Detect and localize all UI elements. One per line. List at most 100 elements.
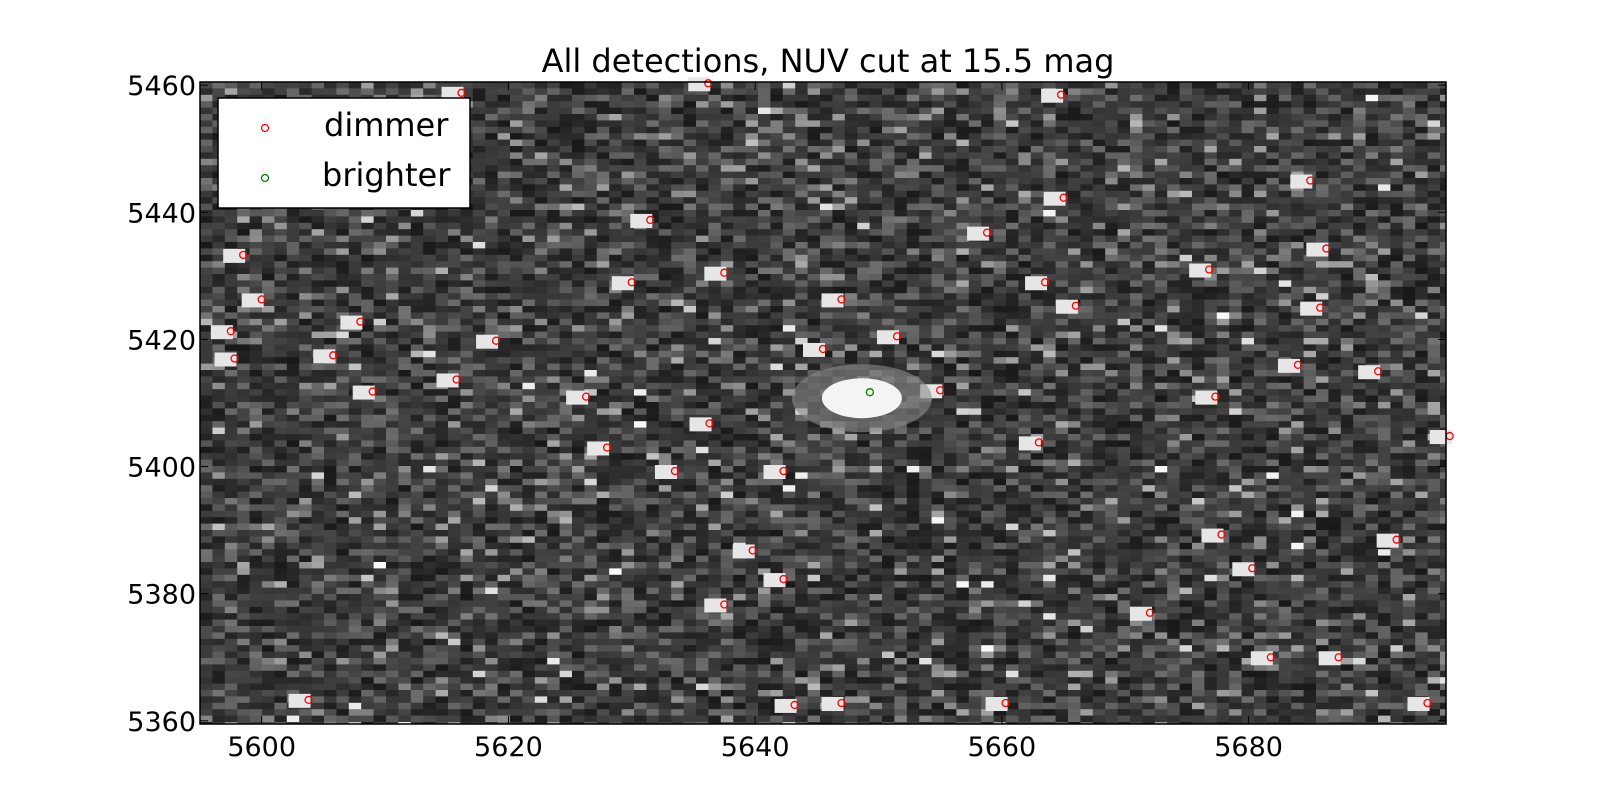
- noise-pixel: [274, 229, 288, 236]
- noise-pixel: [894, 88, 908, 96]
- noise-pixel: [944, 222, 957, 230]
- noise-pixel: [1316, 286, 1329, 294]
- noise-pixel: [361, 370, 374, 377]
- noise-pixel: [981, 178, 994, 185]
- noise-pixel: [646, 203, 660, 211]
- noise-pixel: [782, 286, 796, 294]
- noise-pixel: [1092, 274, 1106, 281]
- noise-pixel: [882, 242, 895, 249]
- noise-pixel: [696, 363, 709, 371]
- noise-pixel: [224, 216, 238, 224]
- noise-pixel: [696, 376, 709, 384]
- noise-pixel: [274, 261, 288, 268]
- noise-pixel: [844, 306, 858, 313]
- noise-pixel: [696, 395, 709, 403]
- noise-pixel: [1018, 376, 1032, 384]
- noise-pixel: [832, 203, 846, 211]
- noise-pixel: [1328, 139, 1342, 147]
- noise-pixel: [572, 274, 585, 281]
- noise-pixel: [324, 216, 337, 224]
- noise-pixel: [1092, 229, 1106, 236]
- noise-pixel: [658, 350, 672, 358]
- noise-pixel: [410, 216, 424, 224]
- noise-pixel: [1353, 357, 1366, 364]
- noise-pixel: [869, 88, 883, 96]
- noise-pixel: [212, 338, 226, 345]
- noise-pixel: [348, 222, 362, 230]
- noise-pixel: [1142, 197, 1156, 204]
- noise-pixel: [1167, 235, 1180, 243]
- noise-pixel: [584, 82, 598, 89]
- noise-pixel: [1092, 101, 1106, 108]
- noise-pixel: [931, 267, 945, 275]
- noise-pixel: [584, 286, 598, 294]
- noise-pixel: [906, 197, 920, 204]
- noise-pixel: [1229, 306, 1242, 313]
- noise-pixel: [844, 171, 858, 179]
- noise-pixel: [869, 306, 883, 313]
- noise-pixel: [944, 235, 957, 243]
- noise-pixel: [1415, 133, 1428, 140]
- noise-pixel: [1204, 293, 1218, 300]
- noise-pixel: [782, 133, 796, 140]
- noise-pixel: [1278, 325, 1292, 332]
- noise-pixel: [547, 389, 560, 396]
- noise-pixel: [1365, 94, 1379, 102]
- noise-pixel: [1030, 126, 1044, 134]
- noise-pixel: [1353, 293, 1366, 300]
- noise-pixel: [1440, 146, 1447, 153]
- noise-pixel: [782, 82, 796, 89]
- noise-pixel: [1018, 350, 1032, 358]
- noise-pixel: [336, 395, 350, 403]
- noise-pixel: [572, 357, 585, 364]
- noise-pixel: [1043, 254, 1056, 262]
- noise-pixel: [882, 312, 895, 320]
- noise-pixel: [745, 299, 759, 307]
- noise-pixel: [435, 242, 449, 249]
- noise-pixel: [646, 139, 660, 147]
- noise-pixel: [696, 318, 709, 326]
- noise-pixel: [1006, 152, 1019, 160]
- noise-pixel: [844, 82, 858, 89]
- noise-pixel: [485, 158, 498, 166]
- noise-pixel: [448, 325, 461, 332]
- noise-pixel: [1130, 107, 1143, 115]
- noise-pixel: [981, 280, 994, 288]
- noise-pixel: [807, 152, 821, 160]
- noise-pixel: [584, 363, 598, 371]
- noise-pixel: [1216, 120, 1230, 128]
- noise-pixel: [286, 274, 300, 281]
- noise-pixel: [1080, 382, 1094, 390]
- noise-pixel: [993, 146, 1007, 153]
- noise-pixel: [559, 133, 573, 140]
- noise-pixel: [658, 306, 672, 313]
- noise-pixel: [1353, 318, 1366, 326]
- noise-pixel: [671, 139, 684, 147]
- noise-pixel: [410, 210, 424, 217]
- noise-pixel: [1006, 280, 1019, 288]
- noise-pixel: [485, 376, 498, 384]
- noise-pixel: [832, 171, 846, 179]
- noise-pixel: [1353, 248, 1366, 256]
- noise-pixel: [683, 395, 697, 403]
- noise-pixel: [658, 139, 672, 147]
- noise-pixel: [658, 280, 672, 288]
- noise-pixel: [968, 139, 982, 147]
- noise-pixel: [894, 242, 908, 249]
- noise-pixel: [708, 306, 722, 313]
- noise-pixel: [1340, 210, 1354, 217]
- noise-pixel: [1316, 344, 1329, 352]
- noise-pixel: [497, 344, 511, 352]
- noise-pixel: [882, 126, 895, 134]
- noise-pixel: [1154, 248, 1168, 256]
- noise-pixel: [1092, 363, 1106, 371]
- noise-pixel: [423, 350, 436, 358]
- noise-pixel: [1340, 376, 1354, 384]
- noise-pixel: [708, 171, 722, 179]
- noise-pixel: [894, 114, 908, 121]
- noise-pixel: [1154, 190, 1168, 198]
- noise-pixel: [832, 165, 846, 172]
- noise-pixel: [634, 82, 647, 89]
- noise-pixel: [683, 331, 697, 339]
